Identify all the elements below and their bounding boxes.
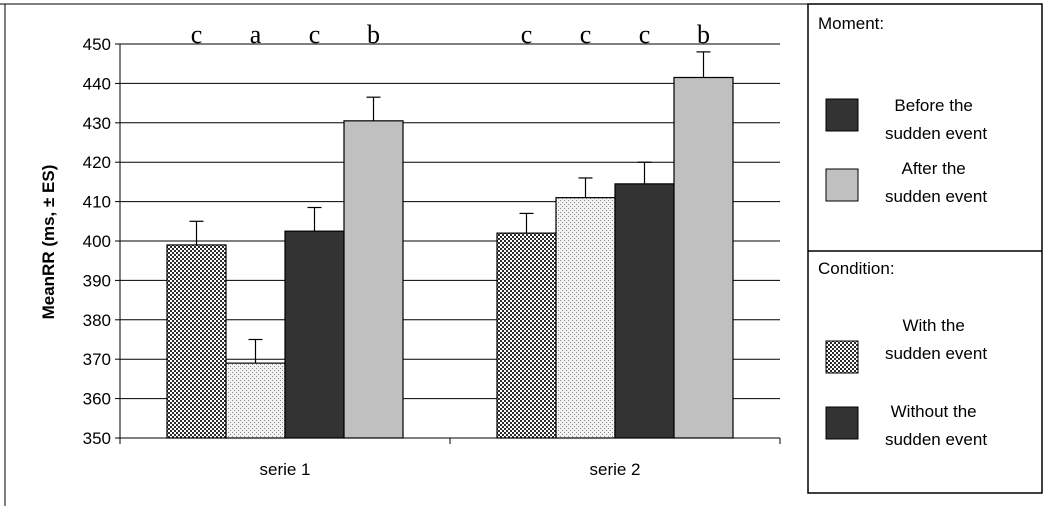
significance-letter: b [367, 20, 380, 49]
x-tick-label: serie 1 [259, 460, 310, 479]
bar [284, 230, 345, 439]
y-tick-label: 350 [83, 429, 111, 448]
legend-label-after: After the sudden event [885, 159, 987, 206]
y-tick-label: 420 [83, 153, 111, 172]
y-tick-label: 430 [83, 114, 111, 133]
bar [225, 362, 286, 439]
significance-letter: c [580, 20, 592, 49]
x-tick-label: serie 2 [589, 460, 640, 479]
y-tick-label: 440 [83, 74, 111, 93]
y-tick-label: 390 [83, 271, 111, 290]
bar [673, 76, 734, 439]
y-axis-title: MeanRR (ms, ± ES) [39, 165, 58, 320]
y-tick-label: 370 [83, 350, 111, 369]
bar [166, 244, 227, 439]
y-tick-label: 380 [83, 311, 111, 330]
legend-label-with: With the sudden event [885, 316, 987, 363]
significance-letter: c [309, 20, 321, 49]
bars-group [166, 51, 734, 439]
bar [343, 120, 404, 439]
significance-letter: b [697, 20, 710, 49]
y-tick-label: 400 [83, 232, 111, 251]
bar [614, 183, 675, 439]
bar [496, 232, 557, 439]
legend-heading-condition: Condition: [818, 259, 895, 278]
legend-label-without: Without the sudden event [885, 402, 987, 449]
bar [555, 197, 616, 439]
legend-heading-moment: Moment: [818, 14, 884, 33]
significance-letter: c [639, 20, 651, 49]
y-tick-label: 450 [83, 35, 111, 54]
significance-letter: c [191, 20, 203, 49]
legend-label-before: Before the sudden event [885, 96, 987, 143]
y-tick-label: 410 [83, 193, 111, 212]
legend: Moment: Before the sudden event After th… [807, 3, 1043, 494]
y-tick-label: 360 [83, 390, 111, 409]
axes-group [115, 43, 781, 444]
legend-swatch-before [825, 98, 859, 132]
labels-group: 350 360 370 380 390 400 410 420 430 440 450 serie 1… [83, 20, 710, 479]
legend-swatch-with [825, 340, 859, 374]
significance-letter: c [521, 20, 533, 49]
legend-swatch-after [825, 168, 859, 202]
legend-swatch-without [825, 406, 859, 440]
significance-letter: a [250, 20, 262, 49]
